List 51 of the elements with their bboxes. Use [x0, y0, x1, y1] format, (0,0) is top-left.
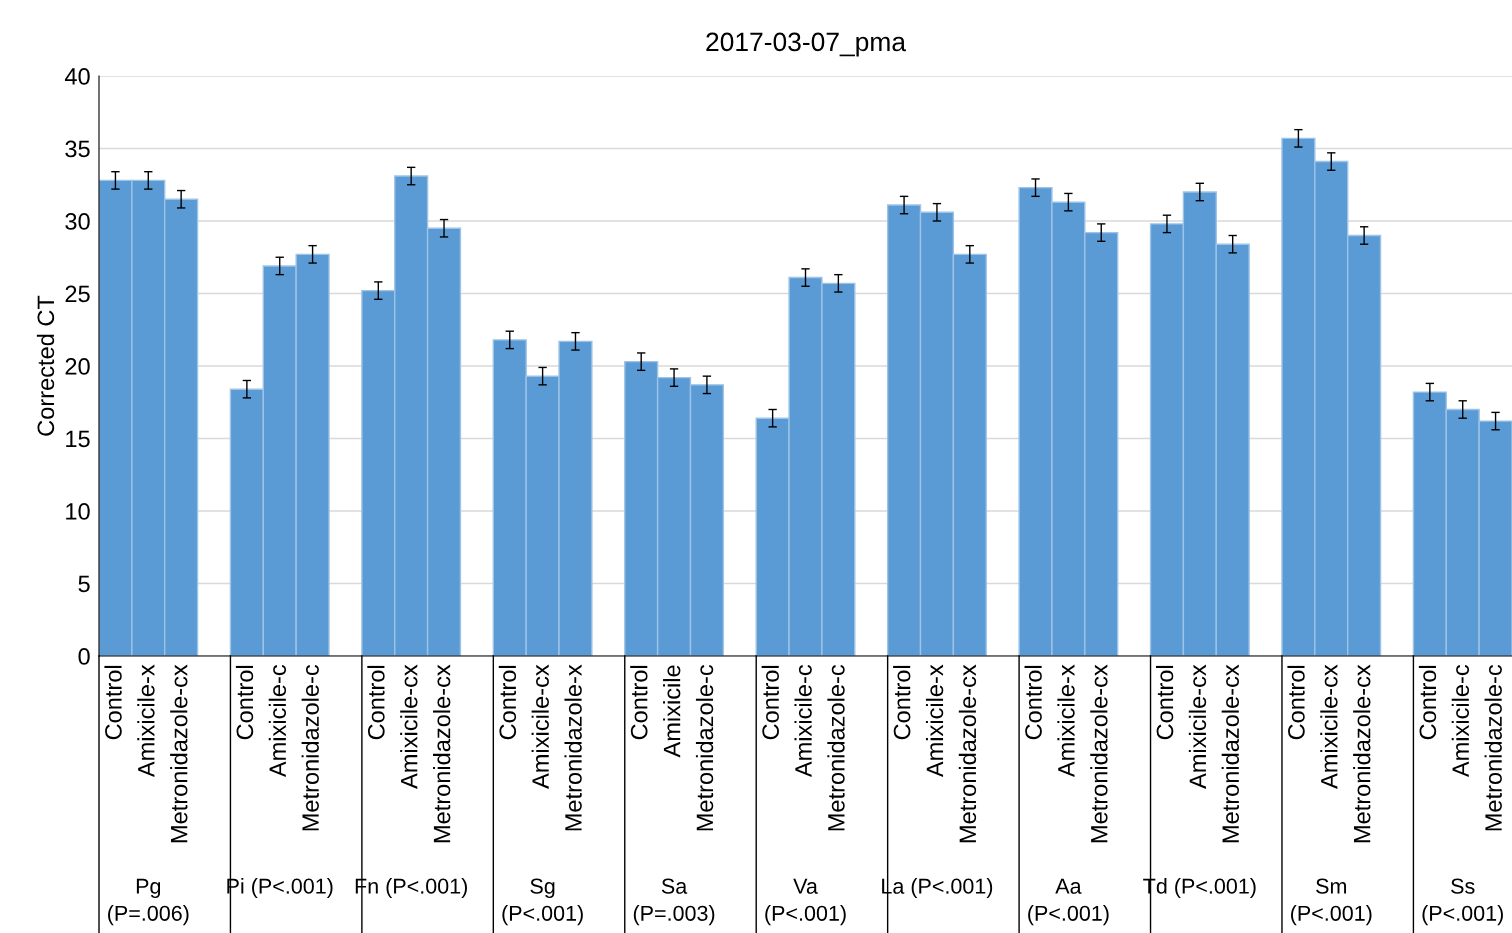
x-tick-label: Metronidazole-c — [1484, 664, 1502, 831]
x-tick-label: Metronidazole-cx — [1221, 664, 1240, 843]
x-tick-label: Control — [1418, 665, 1437, 740]
x-tick-label: Amixicile-x — [137, 664, 155, 778]
x-tick-label: Amixicile — [663, 665, 681, 758]
x-tick-label: Amixicile-x — [925, 664, 944, 778]
x-tick-label: Metronidazole-x — [564, 664, 582, 831]
y-tick-label: 35 — [65, 140, 90, 158]
x-tick-label: Control — [893, 665, 911, 740]
x-tick-label: Control — [235, 665, 254, 740]
text: Aa (P<.001) — [1028, 878, 1109, 926]
x-tick-label: Metronidazole-c — [301, 664, 319, 831]
x-tick-label: Control — [104, 665, 122, 740]
x-tick-label: Metronidazole-c — [695, 664, 714, 831]
y-tick-label: 40 — [64, 68, 90, 85]
y-axis-title: Corrected CT — [36, 295, 55, 436]
x-tick-label: Amixicile-cx — [1188, 664, 1207, 789]
x-tick-label: Amixicile-x — [1057, 664, 1075, 778]
text: Pg (P=.006) — [108, 878, 189, 926]
text: Ss (P<.001) — [1422, 878, 1503, 926]
x-tick-label: Control — [1287, 665, 1305, 740]
y-tick-label: 20 — [65, 358, 90, 375]
y-tick-label: 30 — [65, 213, 90, 230]
y-tick-label: 5 — [78, 575, 90, 593]
x-tick-label: Amixicile-c — [268, 664, 287, 778]
text: Va (P<.001) — [765, 878, 846, 926]
text: Sg (P<.001) — [502, 878, 583, 926]
y-tick-label: 10 — [66, 503, 90, 520]
y-tick-label: 25 — [65, 285, 90, 303]
x-tick-label: Amixicile-cx — [1320, 664, 1338, 789]
text: Sa (P=.003) — [633, 878, 715, 926]
x-tick-label: Control — [367, 665, 385, 740]
chart-title: 2017-03-07_pma — [706, 32, 907, 57]
y-tick-label: 0 — [78, 648, 90, 665]
x-tick-label: Metronidazole-cx — [433, 664, 451, 843]
x-tick-label: Metronidazole-cx — [1353, 664, 1371, 843]
x-tick-label: Metronidazole-cx — [958, 664, 977, 843]
x-tick-label: Metronidazole-c — [827, 664, 845, 831]
x-tick-label: Control — [1155, 665, 1174, 740]
x-tick-label: Metronidazole-cx — [170, 664, 188, 843]
x-tick-label: Control — [761, 665, 779, 740]
x-tick-label: Amixicile-c — [794, 664, 812, 778]
text: Sm (P<.001) — [1291, 878, 1372, 926]
x-tick-label: Control — [498, 665, 517, 740]
x-tick-label: Amixicile-cx — [531, 664, 549, 789]
x-tick-label: Metronidazole-cx — [1090, 664, 1108, 843]
x-tick-label: Control — [630, 665, 648, 740]
x-tick-label: Amixicile-cx — [400, 664, 418, 789]
x-tick-label: Amixicile-c — [1451, 664, 1470, 778]
y-tick-label: 15 — [66, 430, 90, 448]
x-tick-label: Control — [1024, 665, 1042, 740]
